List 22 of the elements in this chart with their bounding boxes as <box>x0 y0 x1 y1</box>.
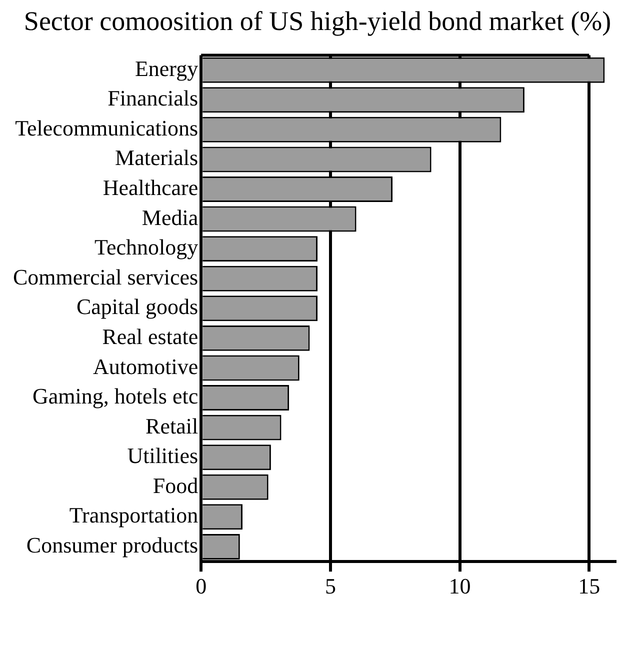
y-tick-label: Real estate <box>102 324 198 350</box>
y-tick-label: Materials <box>115 145 198 170</box>
y-tick-label: Food <box>152 473 198 498</box>
y-tick-label: Technology <box>94 234 198 260</box>
y-tick-label: Utilities <box>127 443 198 468</box>
y-tick-label: Consumer products <box>26 532 198 558</box>
y-tick-label: Transportation <box>69 502 198 528</box>
chart-title: Sector comoosition of US high-yield bond market (%) <box>22 5 612 38</box>
y-tick-label: Automotive <box>92 354 198 379</box>
y-tick-label: Capital goods <box>76 294 198 320</box>
x-tick-label: 10 <box>448 574 471 599</box>
y-tick-label: Financials <box>108 86 198 111</box>
x-tick-label: 0 <box>196 574 207 599</box>
x-tick-label: 15 <box>578 574 600 599</box>
y-tick-label: Energy <box>134 56 198 81</box>
y-tick-label: Telecommunications <box>15 116 198 141</box>
y-tick-label: Healthcare <box>102 175 198 200</box>
y-tick-label: Media <box>142 204 198 230</box>
y-tick-label: Gaming, hotels etc <box>32 384 198 409</box>
y-tick-label: Retail <box>146 413 198 438</box>
x-tick-label: 5 <box>324 574 336 599</box>
y-tick-label: Commercial services <box>12 264 198 290</box>
